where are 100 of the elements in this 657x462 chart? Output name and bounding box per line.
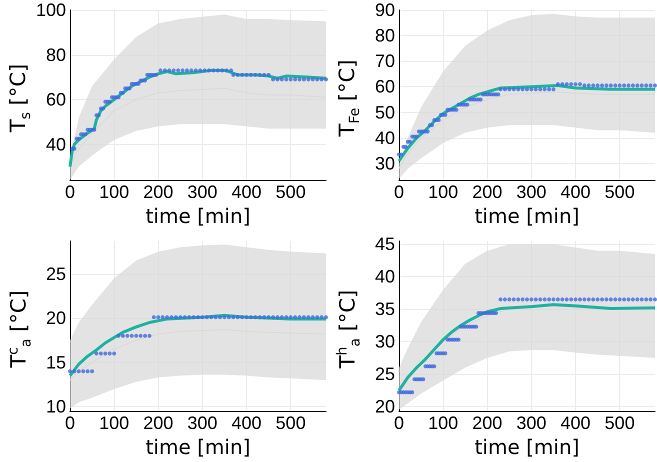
point <box>160 315 165 320</box>
point <box>174 315 178 320</box>
x-tick-label: 300 <box>516 413 546 434</box>
point <box>293 315 298 320</box>
point <box>310 315 315 320</box>
y-tick-label: 60 <box>46 90 66 110</box>
y-tick-label: 70 <box>374 51 395 72</box>
point <box>86 369 90 374</box>
x-tick-label: 0 <box>64 413 76 434</box>
y-tick-label: 80 <box>46 44 66 65</box>
y-tick-label: 45 <box>374 234 395 254</box>
x-tick-label: 400 <box>232 413 262 434</box>
point <box>271 315 276 320</box>
x-tick-label: 200 <box>143 413 174 434</box>
point <box>231 315 236 320</box>
y-tick-label: 30 <box>374 332 395 352</box>
point <box>138 334 143 338</box>
point <box>236 315 240 320</box>
point <box>218 315 222 320</box>
y-tick-label: 40 <box>374 266 395 287</box>
point <box>192 315 196 320</box>
x-tick-label: 0 <box>64 182 76 202</box>
y-tick-label: 60 <box>374 76 395 97</box>
y-tick-label: 30 <box>374 153 395 174</box>
x-axis-title: time [min] <box>146 204 250 228</box>
point <box>116 334 121 338</box>
y-tick-label: 15 <box>46 352 66 372</box>
x-tick-label: 300 <box>187 182 218 202</box>
point <box>324 315 328 320</box>
point <box>72 369 76 374</box>
point <box>182 315 187 320</box>
point <box>125 334 130 338</box>
x-tick-label: 400 <box>560 413 591 434</box>
point <box>68 369 72 374</box>
y-tick-label: 25 <box>374 364 395 384</box>
point <box>209 315 214 320</box>
x-tick-label: 400 <box>232 182 262 202</box>
point <box>288 315 293 320</box>
point <box>94 352 98 356</box>
x-tick-label: 500 <box>604 413 635 434</box>
point <box>266 315 271 320</box>
point <box>244 315 249 320</box>
x-axis-title: time [min] <box>474 435 580 459</box>
line-series <box>68 314 328 378</box>
x-tick-label: 300 <box>187 413 218 434</box>
point <box>81 369 86 374</box>
y-tick-label: 100 <box>36 0 66 20</box>
point <box>152 315 156 320</box>
point <box>280 315 284 320</box>
y-tick-label: 10 <box>46 396 66 417</box>
point <box>284 315 288 320</box>
point <box>306 315 310 320</box>
x-tick-label: 500 <box>276 182 306 202</box>
y-tick-label: 20 <box>374 396 395 417</box>
x-tick-label: 500 <box>604 182 635 202</box>
point <box>320 315 324 320</box>
y-tick-label: 35 <box>374 299 395 320</box>
line-series <box>68 68 328 168</box>
y-tick-label: 40 <box>46 134 66 154</box>
point <box>108 352 112 356</box>
x-tick-label: 100 <box>99 182 130 202</box>
y-tick-label: 20 <box>46 308 66 328</box>
point <box>253 315 258 320</box>
point <box>226 315 231 320</box>
x-tick-label: 0 <box>394 413 404 434</box>
x-tick-label: 200 <box>143 182 174 202</box>
point <box>315 315 320 320</box>
point <box>143 334 148 338</box>
y-tick-label: 25 <box>46 264 66 284</box>
point <box>130 334 134 338</box>
point <box>76 369 81 374</box>
x-tick-label: 200 <box>472 413 502 434</box>
point <box>112 352 116 356</box>
point <box>178 315 182 320</box>
y-tick-label: 40 <box>374 128 395 148</box>
x-tick-label: 400 <box>560 182 591 202</box>
point <box>302 315 306 320</box>
point <box>200 315 204 320</box>
point <box>98 352 103 356</box>
point <box>170 315 174 320</box>
point <box>196 315 200 320</box>
point <box>298 315 302 320</box>
point <box>258 315 262 320</box>
point <box>147 334 152 338</box>
point <box>120 334 125 338</box>
point <box>240 315 244 320</box>
y-tick-label: 80 <box>374 26 395 46</box>
x-tick-label: 200 <box>472 182 502 202</box>
x-tick-label: 100 <box>428 182 458 202</box>
point <box>214 315 218 320</box>
point <box>187 315 192 320</box>
point <box>222 315 226 320</box>
point <box>103 352 108 356</box>
x-tick-label: 300 <box>516 182 546 202</box>
point <box>156 315 160 320</box>
x-tick-label: 0 <box>394 182 404 202</box>
x-tick-label: 500 <box>276 413 306 434</box>
point <box>262 315 266 320</box>
x-tick-label: 100 <box>99 413 130 434</box>
point <box>275 315 280 320</box>
